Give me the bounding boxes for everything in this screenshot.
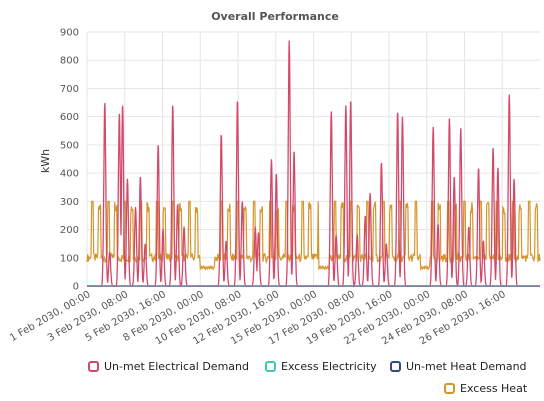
legend-item-excess-heat[interactable]: Excess Heat bbox=[444, 382, 527, 395]
legend-swatch-unmet-heat bbox=[390, 361, 401, 372]
y-tick-labels: 0 100 200 300 400 500 600 700 800 900 bbox=[60, 28, 79, 293]
legend-item-unmet-electrical[interactable]: Un-met Electrical Demand bbox=[88, 360, 249, 373]
y-tick-label: 300 bbox=[60, 197, 79, 208]
legend-label: Un-met Electrical Demand bbox=[104, 360, 249, 373]
y-tick-label: 500 bbox=[60, 140, 79, 151]
y-tick-label: 600 bbox=[60, 112, 79, 123]
series-lines bbox=[86, 40, 541, 288]
y-tick-label: 0 bbox=[73, 282, 79, 293]
legend-swatch-excess-heat bbox=[444, 383, 455, 394]
y-tick-label: 800 bbox=[60, 56, 79, 67]
grid-lines bbox=[86, 31, 540, 287]
legend-item-unmet-heat[interactable]: Un-met Heat Demand bbox=[390, 360, 527, 373]
legend-label: Excess Heat bbox=[460, 382, 528, 395]
y-tick-label: 700 bbox=[60, 84, 79, 95]
y-tick-label: 200 bbox=[60, 225, 79, 236]
y-tick-label: 400 bbox=[60, 169, 79, 180]
series-line-excess-heat bbox=[86, 200, 541, 272]
legend: Un-met Electrical Demand Excess Electric… bbox=[0, 356, 544, 401]
legend-label: Excess Electricity bbox=[281, 360, 377, 373]
legend-swatch-unmet-electrical bbox=[88, 361, 99, 372]
chart-title: Overall Performance bbox=[211, 10, 339, 23]
x-tick-labels: 1 Feb 2030, 00:003 Feb 2030, 08:005 Feb … bbox=[8, 289, 508, 347]
legend-label: Un-met Heat Demand bbox=[406, 360, 527, 373]
legend-item-excess-electricity[interactable]: Excess Electricity bbox=[265, 360, 377, 373]
performance-chart: Overall Performance kWh 0 100 200 300 400 500… bbox=[8, 10, 541, 347]
y-tick-label: 100 bbox=[60, 253, 79, 264]
y-axis-label: kWh bbox=[39, 149, 52, 173]
legend-swatch-excess-electricity bbox=[265, 361, 276, 372]
y-tick-label: 900 bbox=[60, 28, 79, 39]
